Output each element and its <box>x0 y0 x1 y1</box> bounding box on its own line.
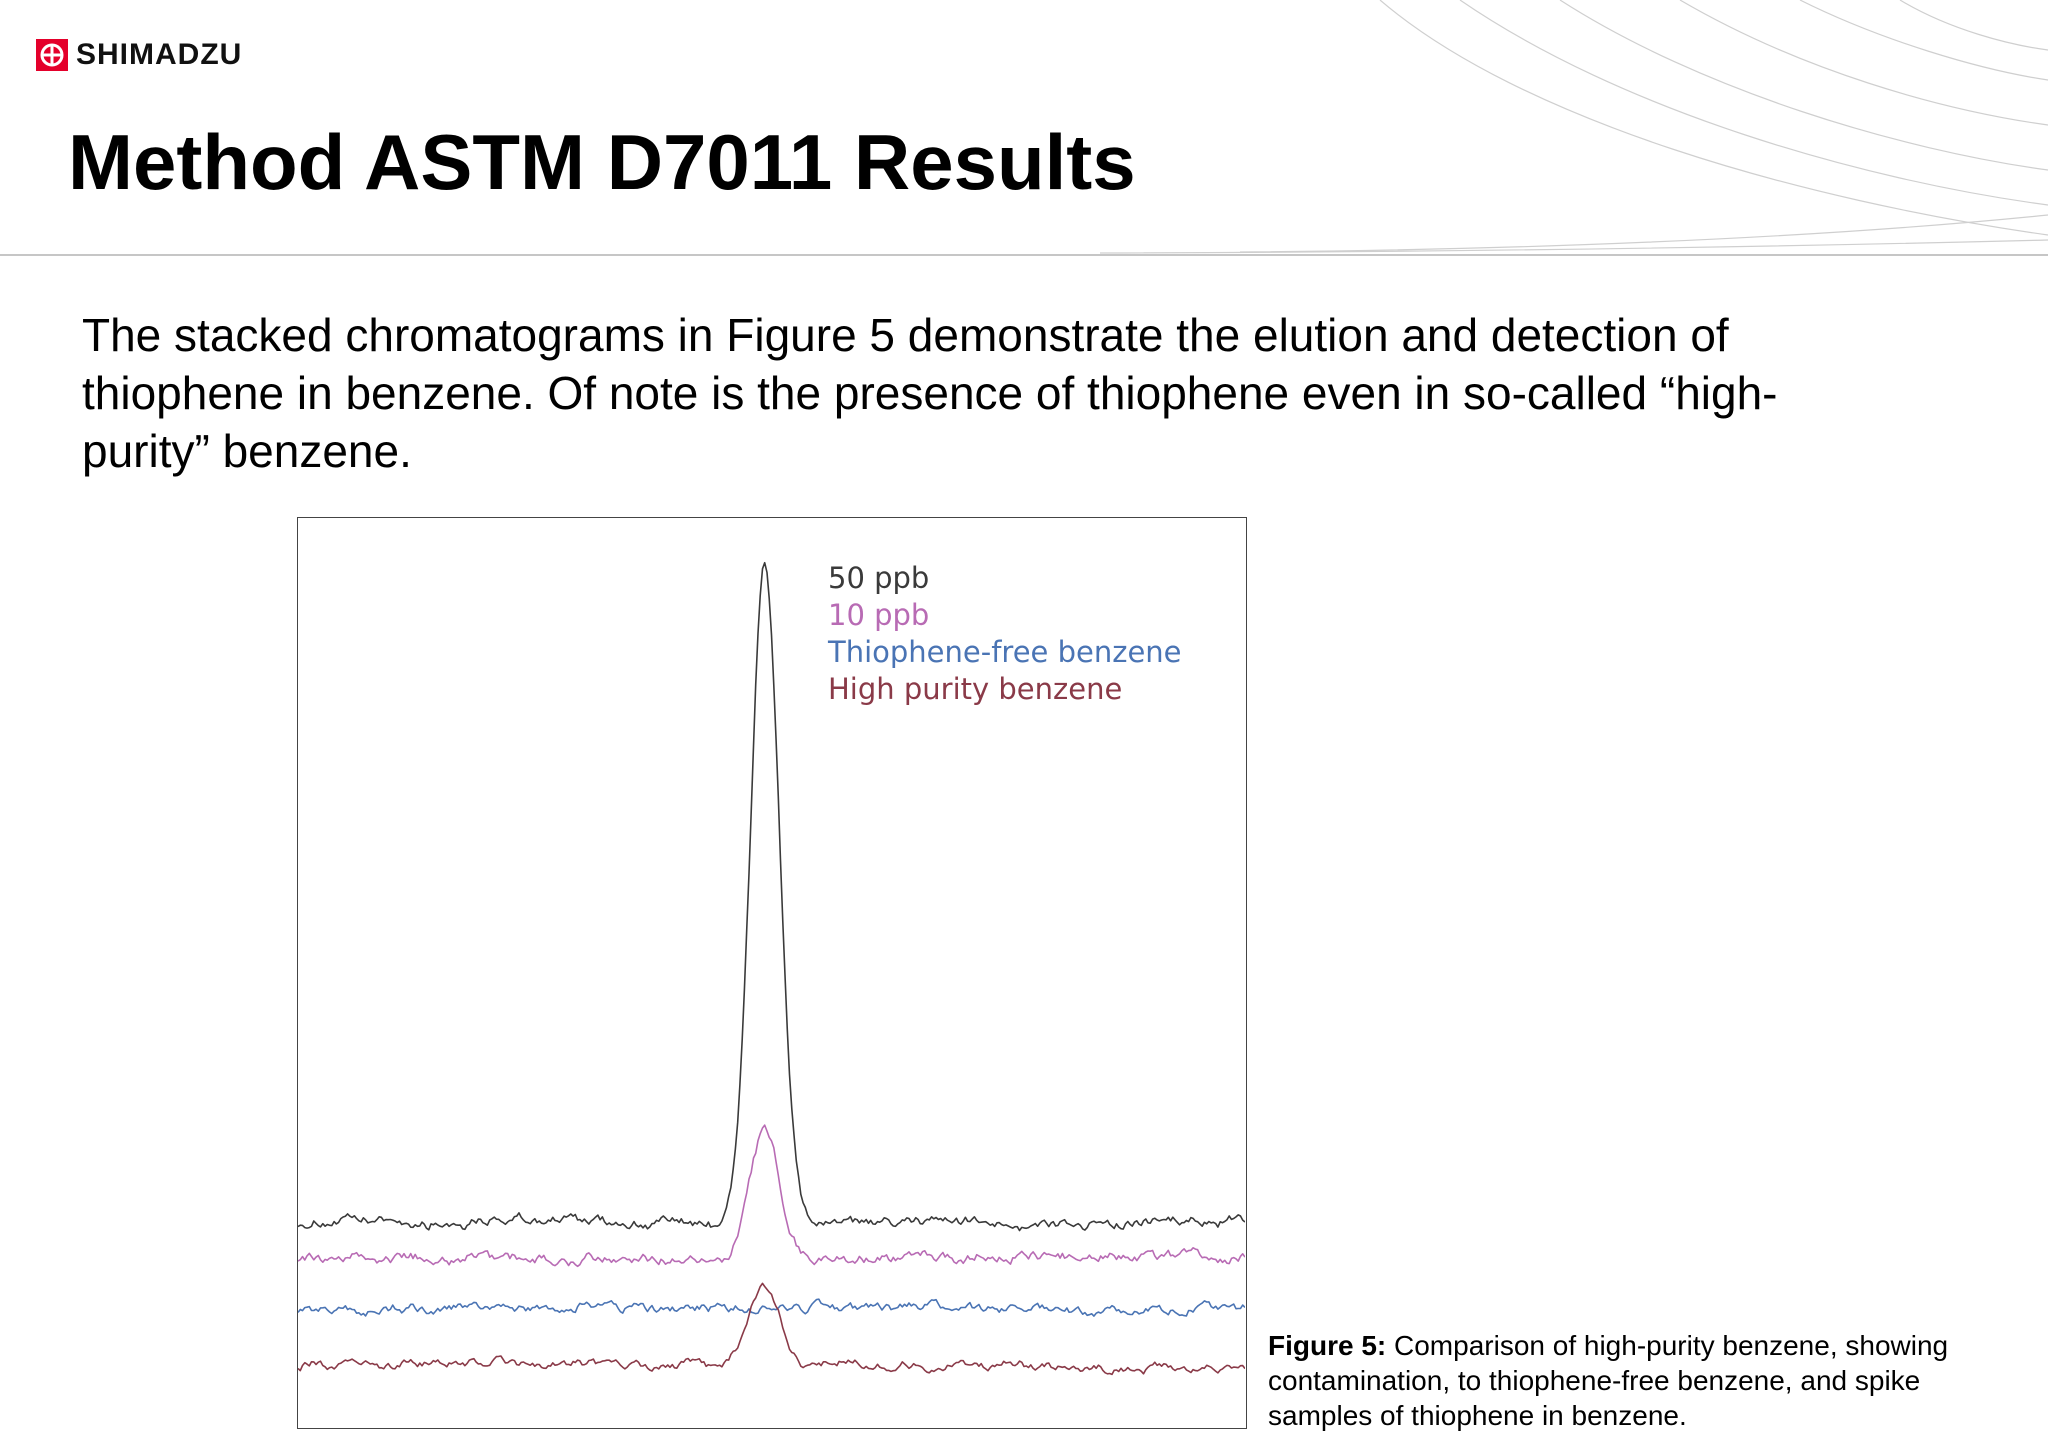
shimadzu-logo-text: SHIMADZU <box>76 38 243 71</box>
figure-caption-lead: Figure 5: <box>1268 1330 1387 1361</box>
series-line-3 <box>298 1282 1245 1376</box>
series-line-2 <box>298 1298 1245 1317</box>
legend-entry-1: 10 ppb <box>828 598 929 632</box>
series-line-1 <box>298 1124 1245 1268</box>
legend-entry-0: 50 ppb <box>828 561 929 595</box>
legend-entry-2: Thiophene-free benzene <box>827 635 1182 669</box>
body-paragraph: The stacked chromatograms in Figure 5 de… <box>82 309 1778 477</box>
page-title: Method ASTM D7011 Results <box>68 118 1136 206</box>
figure-caption-text: Comparison of high-purity benzene, showi… <box>1268 1330 1949 1431</box>
figure-caption: Figure 5: Comparison of high-purity benz… <box>1268 1328 2008 1433</box>
header-divider <box>0 254 2048 256</box>
shimadzu-logo-icon <box>36 39 68 71</box>
chromatogram-chart: 50 ppb 10 ppb Thiophene-free benzene High p… <box>297 517 1247 1429</box>
legend-entry-3: High purity benzene <box>828 672 1122 706</box>
shimadzu-logo: SHIMADZU <box>36 38 242 72</box>
decorative-arcs <box>1099 0 2048 254</box>
series-line-0 <box>298 561 1245 1232</box>
